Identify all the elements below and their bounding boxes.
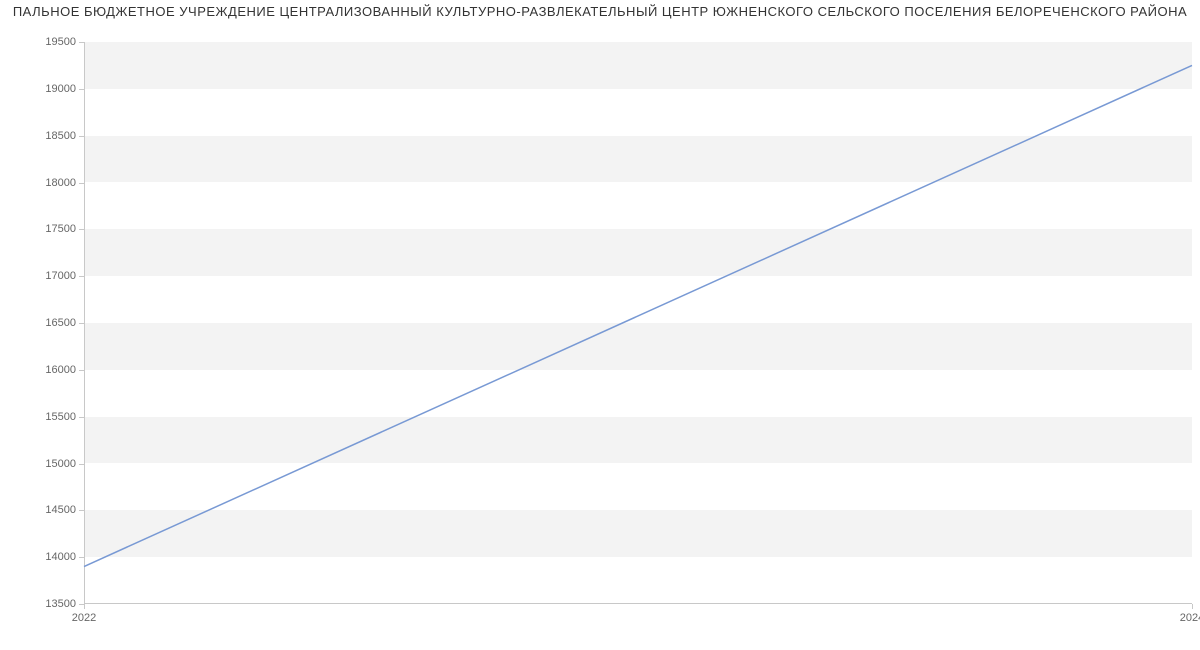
y-tick — [79, 557, 84, 558]
y-tick — [79, 464, 84, 465]
y-axis-label: 13500 — [8, 598, 76, 610]
y-tick — [79, 229, 84, 230]
y-tick — [79, 136, 84, 137]
y-axis-label: 18500 — [8, 130, 76, 142]
y-tick — [79, 42, 84, 43]
y-axis-label: 17500 — [8, 223, 76, 235]
series-line — [84, 65, 1192, 566]
y-tick — [79, 89, 84, 90]
y-tick — [79, 183, 84, 184]
line-series — [84, 42, 1192, 604]
y-axis-label: 17000 — [8, 270, 76, 282]
y-axis-label: 16500 — [8, 317, 76, 329]
x-axis-label: 2022 — [72, 612, 96, 624]
plot-area — [84, 42, 1192, 604]
y-tick — [79, 276, 84, 277]
chart-title: ПАЛЬНОЕ БЮДЖЕТНОЕ УЧРЕЖДЕНИЕ ЦЕНТРАЛИЗОВ… — [0, 4, 1200, 19]
y-axis-label: 16000 — [8, 364, 76, 376]
y-axis-label: 19000 — [8, 83, 76, 95]
y-axis-label: 18000 — [8, 177, 76, 189]
y-tick — [79, 417, 84, 418]
y-tick — [79, 323, 84, 324]
x-tick — [1192, 604, 1193, 609]
y-tick — [79, 510, 84, 511]
y-axis-label: 19500 — [8, 36, 76, 48]
y-axis-label: 15500 — [8, 411, 76, 423]
y-axis-label: 14000 — [8, 551, 76, 563]
y-axis-label: 15000 — [8, 458, 76, 470]
chart-container: ПАЛЬНОЕ БЮДЖЕТНОЕ УЧРЕЖДЕНИЕ ЦЕНТРАЛИЗОВ… — [0, 0, 1200, 650]
x-axis-label: 2024 — [1180, 612, 1200, 624]
x-tick — [84, 604, 85, 609]
y-tick — [79, 370, 84, 371]
y-axis-label: 14500 — [8, 504, 76, 516]
